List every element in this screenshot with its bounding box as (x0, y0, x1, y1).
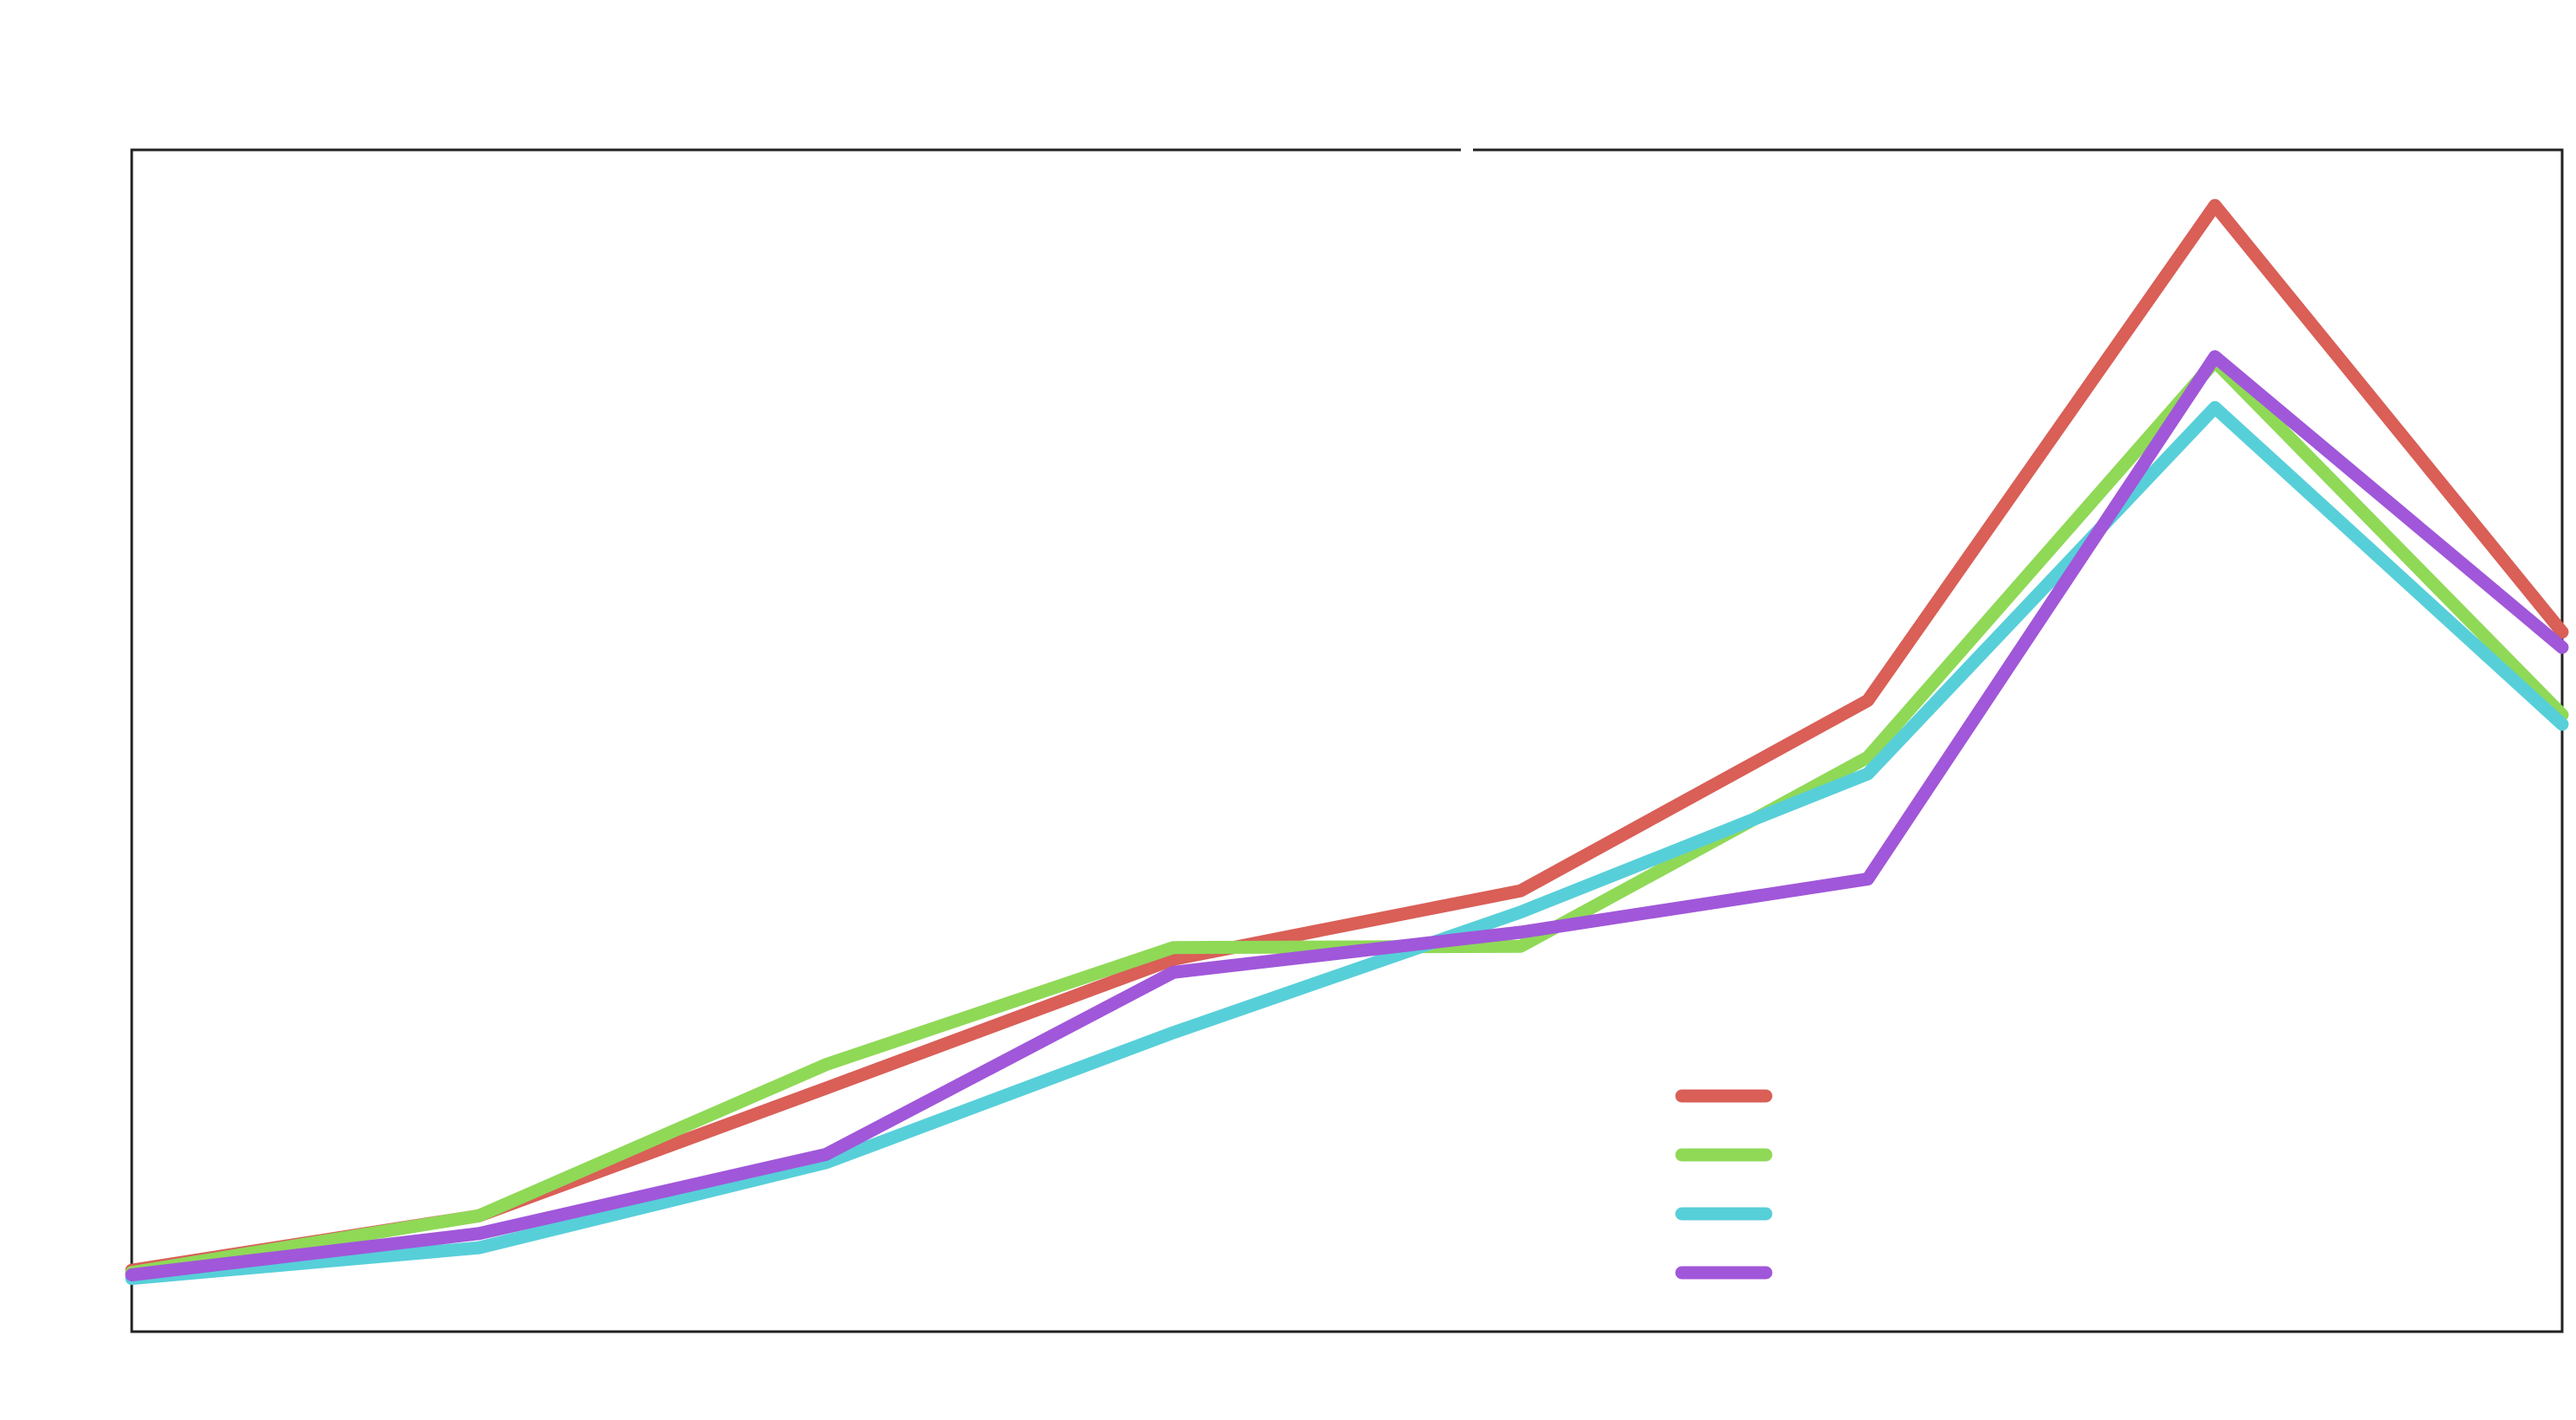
series-layer (125, 198, 2569, 1286)
plot-area-frame (130, 148, 2564, 1333)
legend (1675, 1089, 1773, 1280)
series-line-1 (125, 198, 2569, 1277)
series-line-3 (125, 400, 2569, 1286)
series-line-4 (125, 350, 2569, 1281)
series-line-2 (125, 354, 2569, 1280)
